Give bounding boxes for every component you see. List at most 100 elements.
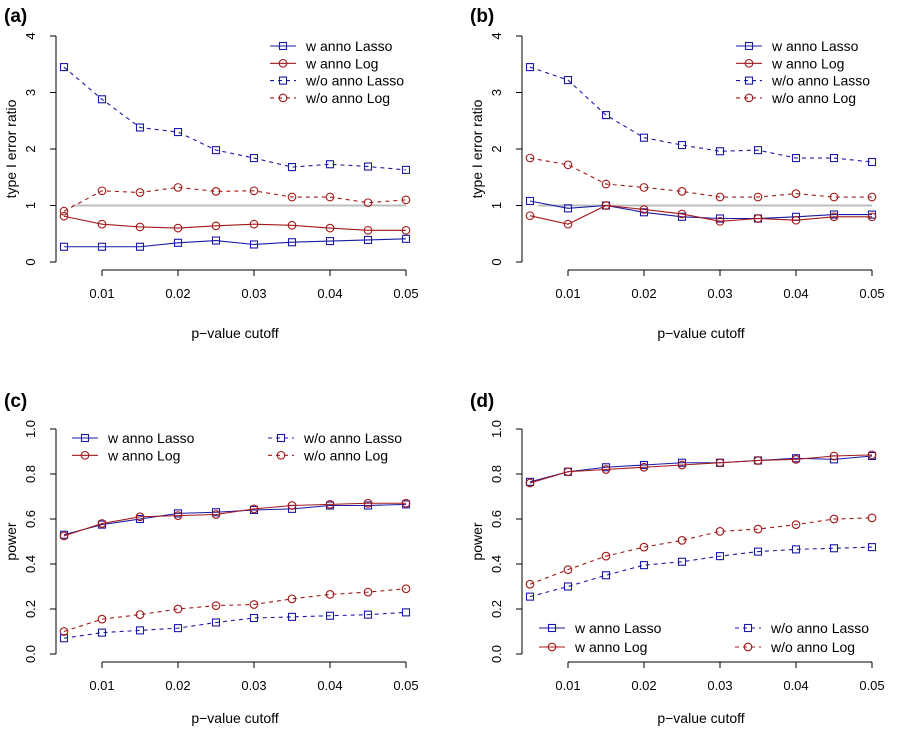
data-point xyxy=(59,206,69,216)
data-point xyxy=(829,192,839,202)
data-point xyxy=(715,147,725,156)
data-point xyxy=(249,186,259,196)
legend-marker xyxy=(743,642,753,652)
legend-marker xyxy=(547,642,557,652)
x-axis-title: p−value cutoff xyxy=(657,325,744,341)
data-point xyxy=(867,543,877,552)
x-tick-label: 0.04 xyxy=(783,286,808,301)
data-point xyxy=(715,458,725,468)
series-wo-anno-lasso xyxy=(525,63,877,167)
legend-label: w anno Lasso xyxy=(771,38,859,54)
y-axis-title: power xyxy=(469,522,485,560)
data-point xyxy=(97,95,107,104)
series-line xyxy=(529,454,873,484)
legend-item-w-anno-log: w anno Log xyxy=(270,55,378,71)
panel-a: (a) 0 1 2 3 4 0.01 0.02 0.03 0.04 0.05 p−value cuto… xyxy=(3,6,419,341)
data-point xyxy=(363,198,373,208)
data-point xyxy=(173,604,183,614)
data-point xyxy=(867,157,877,167)
data-point xyxy=(563,565,573,574)
data-point xyxy=(829,212,839,222)
series-wo-anno-lasso xyxy=(525,543,877,601)
series-line xyxy=(529,66,873,163)
series-line xyxy=(529,204,872,225)
y-tick-label: 1.0 xyxy=(489,420,504,438)
data-point xyxy=(135,610,145,619)
y-tick-label: 0.6 xyxy=(489,510,504,528)
data-point xyxy=(401,226,411,235)
data-point xyxy=(363,498,373,508)
series-line xyxy=(529,157,872,198)
data-point xyxy=(525,579,535,589)
data-point xyxy=(211,618,221,627)
series-line xyxy=(63,502,406,537)
x-tick-label: 0.05 xyxy=(393,678,418,693)
x-tick-label: 0.01 xyxy=(555,678,580,693)
series-line xyxy=(529,546,873,598)
data-point xyxy=(829,153,839,163)
legend-item-w-anno-lasso: w anno Lasso xyxy=(736,38,859,54)
legend-label: w/o anno Log xyxy=(771,90,856,106)
y-tick-label: 0.2 xyxy=(489,600,504,618)
data-point xyxy=(211,601,221,610)
data-point xyxy=(173,624,183,633)
x-tick-label: 0.03 xyxy=(241,286,266,301)
data-point xyxy=(173,128,183,137)
data-point xyxy=(525,211,535,221)
data-point xyxy=(639,183,649,192)
data-point xyxy=(639,205,649,214)
data-point xyxy=(287,501,297,510)
legend-label: w anno Lasso xyxy=(107,430,195,446)
data-point xyxy=(791,455,801,464)
data-point xyxy=(97,186,107,196)
legend-label: w anno Lasso xyxy=(305,38,393,54)
y-tick-label: 3 xyxy=(489,89,504,96)
series-w-anno-log xyxy=(525,450,877,488)
data-point xyxy=(363,162,373,171)
panel-b: (b) 0 1 2 3 4 0.01 0.02 0.03 0.04 0.05 p−value cuto… xyxy=(469,6,885,341)
y-tick-label: 0.0 xyxy=(489,645,504,663)
legend-marker xyxy=(744,93,754,103)
data-point xyxy=(791,520,801,529)
data-point xyxy=(601,179,611,189)
legend-marker xyxy=(276,433,286,443)
legend-marker xyxy=(80,433,90,443)
legend-marker xyxy=(744,58,754,68)
series-wo-anno-log xyxy=(525,513,877,589)
data-point xyxy=(59,531,69,541)
data-point xyxy=(173,223,183,233)
series-line xyxy=(63,186,407,212)
data-point xyxy=(363,235,373,245)
data-point xyxy=(525,153,535,163)
data-point xyxy=(639,462,649,472)
data-point xyxy=(677,212,687,221)
data-point xyxy=(249,600,259,609)
data-point xyxy=(401,234,411,243)
data-point xyxy=(639,542,649,552)
legend-marker xyxy=(278,76,288,85)
data-point xyxy=(135,123,145,132)
data-point xyxy=(287,163,297,172)
data-point xyxy=(401,195,411,205)
panel-c: (c) 0.0 0.2 0.4 0.6 0.8 1.0 0.01 0.02 0.03 0.04 0.0… xyxy=(3,391,419,726)
data-point xyxy=(287,238,297,247)
data-point xyxy=(211,146,221,155)
y-tick-label: 2 xyxy=(23,145,38,152)
x-tick-label: 0.04 xyxy=(783,678,808,693)
data-point xyxy=(173,238,183,247)
data-point xyxy=(59,63,69,72)
legend-item-w-anno-lasso: w anno Lasso xyxy=(72,430,195,446)
panel-label: (b) xyxy=(470,6,494,27)
data-point xyxy=(753,524,763,534)
data-point xyxy=(563,219,573,229)
data-point xyxy=(639,561,649,570)
legend-item-wo-anno-log: w/o anno Log xyxy=(270,90,390,106)
legend-label: w/o anno Lasso xyxy=(305,73,404,89)
y-tick-label: 0.4 xyxy=(489,555,504,573)
x-tick-label: 0.01 xyxy=(555,286,580,301)
data-point xyxy=(211,510,221,519)
series-line xyxy=(529,455,873,483)
